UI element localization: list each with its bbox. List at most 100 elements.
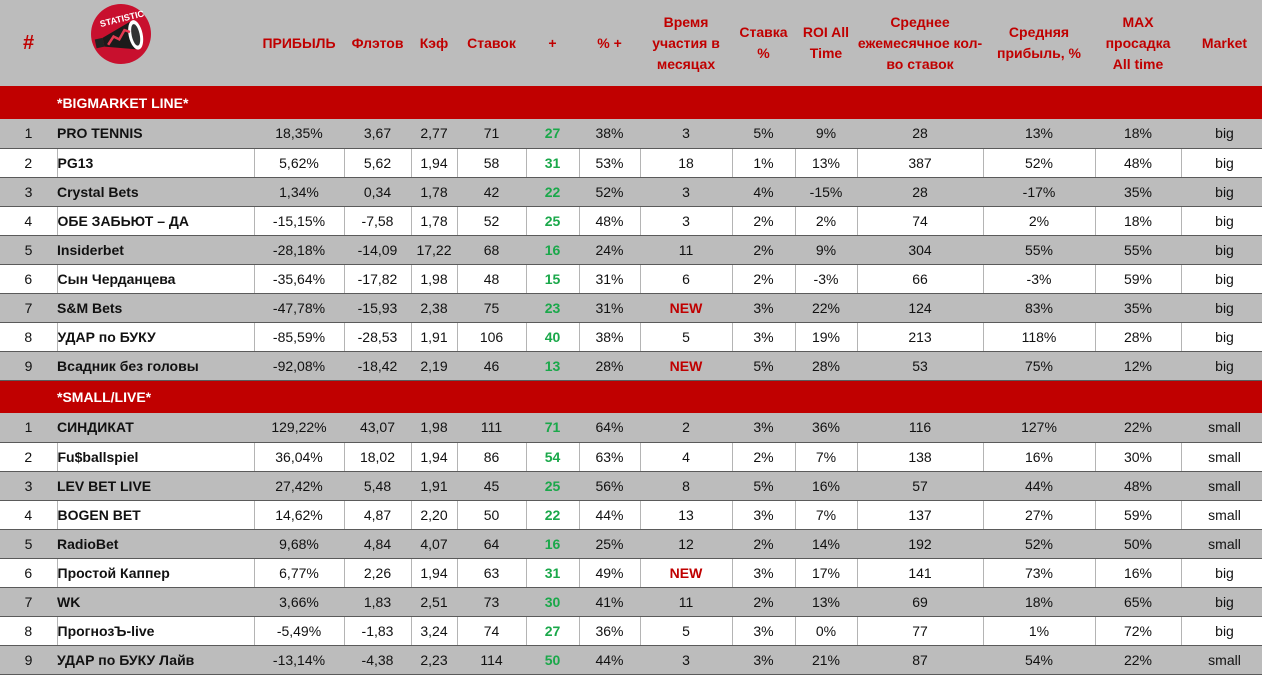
cell-odds: 1,91 — [411, 322, 458, 352]
table-row[interactable]: 1 СИНДИКАТ 129,22% 43,07 1,98 111 71 64% 2 3% 36% 1… — [0, 413, 1262, 443]
header-wins[interactable]: + — [548, 34, 557, 51]
cell-market: big — [1181, 235, 1262, 265]
cell-flats: 0,34 — [344, 177, 411, 207]
cell-avg-profit: 13% — [983, 119, 1095, 149]
cell-tipster-name[interactable]: ПрогнозЪ-live — [57, 616, 255, 646]
cell-win-pct: 38% — [579, 119, 640, 149]
table-row[interactable]: 1 PRO TENNIS 18,35% 3,67 2,77 71 27 38% 3 5% 9% 28 1… — [0, 119, 1262, 149]
cell-avg-profit: 55% — [983, 235, 1095, 265]
cell-tipster-name[interactable]: Crystal Bets — [57, 177, 254, 207]
header-bets[interactable]: Ставок — [467, 34, 516, 51]
cell-max-drawdown: 48% — [1095, 148, 1182, 178]
cell-win-pct: 49% — [579, 558, 641, 588]
table-row[interactable]: 5 RadioBet 9,68% 4,84 4,07 64 16 25% 12 2% 14% 192 5… — [0, 529, 1262, 559]
cell-market: small — [1181, 529, 1262, 559]
section-header: *SMALL/LIVE* — [0, 380, 1262, 413]
header-avg-profit[interactable]: Средняя прибыль, % — [997, 24, 1081, 61]
cell-odds: 1,94 — [411, 148, 458, 178]
cell-stake: 3% — [732, 500, 796, 530]
cell-profit: -15,15% — [254, 206, 345, 236]
header-win-pct[interactable]: % + — [597, 34, 622, 51]
cell-wins: 16 — [526, 529, 579, 559]
cell-tipster-name[interactable]: S&M Bets — [57, 293, 254, 323]
cell-flats: -7,58 — [344, 206, 412, 236]
cell-tipster-name[interactable]: ОБЕ ЗАБЬЮТ – ДА — [57, 206, 255, 236]
cell-rank: 6 — [0, 558, 58, 588]
table-row[interactable]: 6 Сын Черданцева -35,64% -17,82 1,98 48 15 31% 6… — [0, 264, 1262, 294]
cell-win-pct: 25% — [579, 529, 640, 559]
cell-stake: 2% — [732, 529, 795, 559]
cell-tipster-name[interactable]: Fu$ballspiel — [57, 442, 255, 472]
cell-tipster-name[interactable]: Сын Черданцева — [57, 264, 255, 294]
cell-tipster-name[interactable]: RadioBet — [57, 529, 254, 559]
cell-tipster-name[interactable]: PRO TENNIS — [57, 119, 254, 149]
cell-odds: 2,38 — [411, 293, 457, 323]
cell-stake: 1% — [732, 148, 796, 178]
cell-bets: 75 — [457, 293, 526, 323]
cell-stake: 3% — [732, 558, 796, 588]
header-flats[interactable]: Флэтов — [351, 34, 404, 51]
table-row[interactable]: 7 S&M Bets -47,78% -15,93 2,38 75 23 31% NEW 3% 22… — [0, 293, 1262, 323]
table-row[interactable]: 2 Fu$ballspiel 36,04% 18,02 1,94 86 54 63% 4 2% 7%… — [0, 442, 1262, 472]
cell-tipster-name[interactable]: LEV BET LIVE — [57, 471, 254, 501]
cell-tipster-name[interactable]: WK — [57, 587, 254, 617]
cell-roi: 14% — [795, 529, 857, 559]
cell-tipster-name[interactable]: УДАР по БУКУ Лайв — [57, 645, 254, 675]
header-avg-bets[interactable]: Среднее ежемесячное кол-во ставок — [857, 13, 983, 72]
table-row[interactable]: 2 PG13 5,62% 5,62 1,94 58 31 53% 18 1% 13% 387 52% 48… — [0, 148, 1262, 178]
section-spacer — [0, 86, 57, 119]
cell-avg-bets: 77 — [857, 616, 984, 646]
cell-avg-profit: 44% — [983, 471, 1095, 501]
cell-profit: -5,49% — [254, 616, 345, 646]
header-max-drawdown[interactable]: MAX просадка All time — [1105, 13, 1171, 72]
cell-tipster-name[interactable]: BOGEN BET — [57, 500, 255, 530]
cell-flats: 5,48 — [344, 471, 411, 501]
header-odds[interactable]: Кэф — [419, 34, 449, 51]
cell-tipster-name[interactable]: Всадник без головы — [57, 351, 254, 381]
table-row[interactable]: 6 Простой Каппер 6,77% 2,26 1,94 63 31 49% NEW 3%… — [0, 558, 1262, 588]
header-months[interactable]: Время участия в месяцах — [652, 13, 720, 72]
cell-bets: 64 — [457, 529, 526, 559]
table-row[interactable]: 9 УДАР по БУКУ Лайв -13,14% -4,38 2,23 114 50 4… — [0, 645, 1262, 675]
header-roi[interactable]: ROI All Time — [802, 24, 850, 61]
cell-flats: 2,26 — [344, 558, 412, 588]
cell-roi: 22% — [795, 293, 857, 323]
table-row[interactable]: 3 Crystal Bets 1,34% 0,34 1,78 42 22 52% 3 4% -15%… — [0, 177, 1262, 207]
table-row[interactable]: 5 Insiderbet -28,18% -14,09 17,22 68 16 24% 11 2%… — [0, 235, 1262, 265]
table-row[interactable]: 4 ОБЕ ЗАБЬЮТ – ДА -15,15% -7,58 1,78 52 25 48% 3… — [0, 206, 1262, 236]
cell-avg-profit: 18% — [983, 587, 1095, 617]
cell-tipster-name[interactable]: PG13 — [57, 148, 255, 178]
table-row[interactable]: 8 УДАР по БУКУ -85,59% -28,53 1,91 106 40 38% 5 3… — [0, 322, 1262, 352]
cell-rank: 1 — [0, 413, 57, 443]
cell-tipster-name[interactable]: УДАР по БУКУ — [57, 322, 255, 352]
cell-avg-bets: 74 — [857, 206, 984, 236]
table-row[interactable]: 9 Всадник без головы -92,08% -18,42 2,19 46 13… — [0, 351, 1262, 381]
cell-odds: 1,98 — [411, 264, 458, 294]
header-profit[interactable]: ПРИБЫЛЬ — [262, 34, 336, 51]
cell-avg-profit: 118% — [983, 322, 1096, 352]
cell-wins: 31 — [526, 558, 580, 588]
cell-tipster-name[interactable]: Простой Каппер — [57, 558, 255, 588]
cell-months: 2 — [640, 413, 732, 443]
header-market[interactable]: Market — [1201, 34, 1248, 51]
cell-flats: -4,38 — [344, 645, 411, 675]
cell-max-drawdown: 28% — [1095, 322, 1182, 352]
cell-stake: 2% — [732, 264, 796, 294]
table-row[interactable]: 8 ПрогнозЪ-live -5,49% -1,83 3,24 74 27 36% 5 3% 0… — [0, 616, 1262, 646]
header-stake[interactable]: Ставка % — [739, 24, 788, 61]
cell-odds: 2,19 — [411, 351, 457, 381]
cell-max-drawdown: 12% — [1095, 351, 1181, 381]
cell-odds: 1,91 — [411, 471, 457, 501]
cell-profit: 27,42% — [254, 471, 344, 501]
section-spacer — [0, 380, 57, 413]
table-row[interactable]: 7 WK 3,66% 1,83 2,51 73 30 41% 11 2% 13% 69 18% 65% bi… — [0, 587, 1262, 617]
cell-bets: 52 — [457, 206, 527, 236]
cell-roi: 7% — [795, 442, 858, 472]
cell-wins: 71 — [526, 413, 579, 443]
cell-roi: 9% — [795, 235, 857, 265]
cell-tipster-name[interactable]: Insiderbet — [57, 235, 254, 265]
cell-tipster-name[interactable]: СИНДИКАТ — [57, 413, 254, 443]
table-row[interactable]: 4 BOGEN BET 14,62% 4,87 2,20 50 22 44% 13 3% 7% 137… — [0, 500, 1262, 530]
table-row[interactable]: 3 LEV BET LIVE 27,42% 5,48 1,91 45 25 56% 8 5% 16%… — [0, 471, 1262, 501]
cell-max-drawdown: 22% — [1095, 413, 1181, 443]
